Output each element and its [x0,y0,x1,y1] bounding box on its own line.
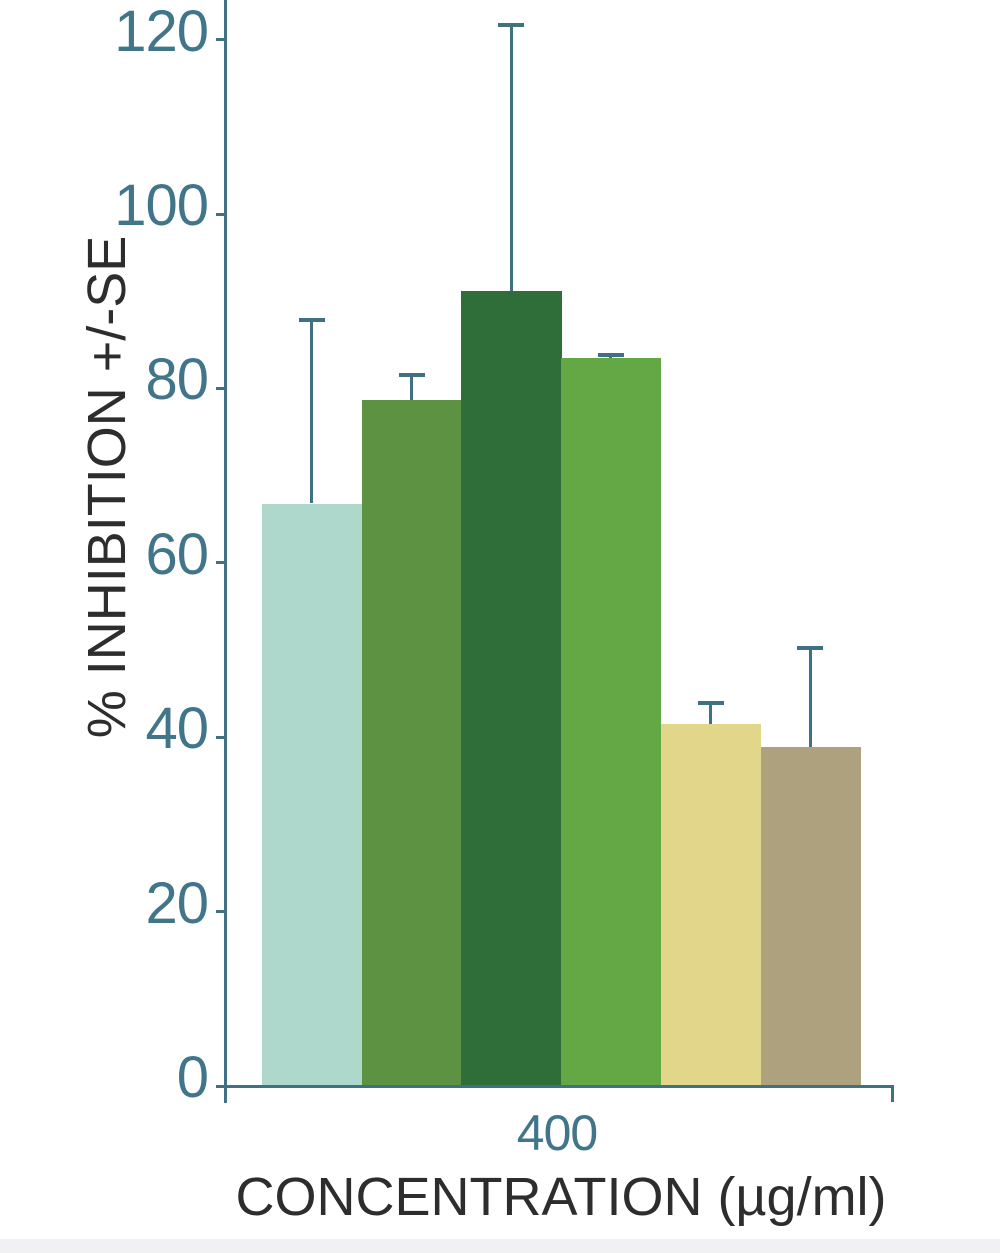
y-tick [216,212,225,216]
y-tick-label: 100 [114,173,209,238]
error-bar-cap [697,701,724,706]
y-tick-label: 20 [145,870,209,936]
y-tick [216,561,225,565]
error-bar-stem [410,375,414,400]
y-axis-line [224,0,227,1103]
y-tick-label: 40 [145,696,209,762]
y-tick-label: 120 [114,0,209,64]
y-tick-label: 60 [145,521,209,587]
y-tick-label: 80 [145,347,209,413]
error-bar-stem [509,24,513,291]
y-tick [216,910,225,914]
bar [760,746,861,1086]
y-tick [216,1084,225,1088]
error-bar-stem [709,703,713,725]
y-axis-title: % INHIBITION +/-SE [77,235,137,739]
x-axis-end-tick [891,1085,894,1102]
error-bar-stem [808,648,812,747]
bar [262,503,363,1086]
y-tick [216,386,225,390]
error-bar-cap [398,373,425,378]
bottom-strip [0,1239,1000,1253]
bar [660,724,762,1086]
bar [361,399,462,1086]
x-tick-label: 400 [516,1105,598,1161]
error-bar-cap [498,22,525,27]
x-axis-line [216,1085,894,1088]
y-tick-label: 0 [176,1045,209,1110]
error-bar-stem [310,320,314,504]
error-bar-cap [298,318,325,323]
bar [561,357,662,1086]
bar [461,290,562,1086]
y-tick [216,735,225,739]
error-bar-cap [797,646,824,651]
x-axis-title: CONCENTRATION (µg/ml) [235,1167,887,1227]
y-tick [216,38,225,42]
error-bar-cap [597,353,624,358]
